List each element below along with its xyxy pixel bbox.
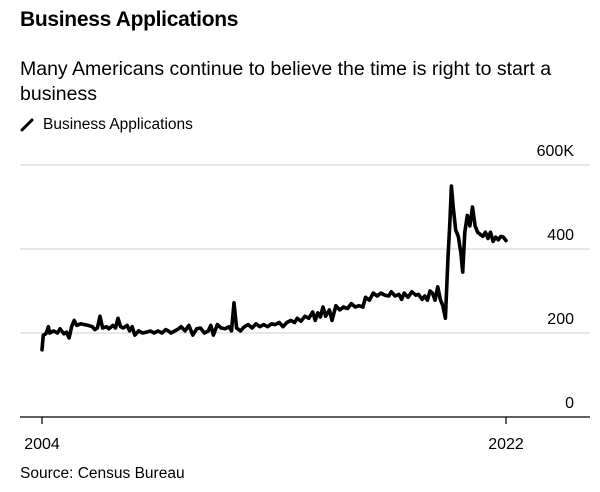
legend: Business Applications: [20, 116, 193, 134]
x-tick-label: 2004: [24, 436, 60, 453]
source-note: Source: Census Bureau: [20, 465, 185, 482]
chart-subtitle: Many Americans continue to believe the t…: [20, 58, 552, 105]
series-line-business-applications: [40, 184, 508, 352]
line-chart: 0 200 400 600K 2004 2022: [20, 143, 590, 453]
chart-title: Business Applications: [20, 8, 239, 31]
series-lines: [40, 184, 508, 352]
y-tick-label: 600K: [537, 143, 575, 160]
grid-lines: [20, 164, 590, 418]
legend-line-icon: [20, 118, 34, 132]
y-tick-label: 200: [547, 311, 574, 328]
y-axis-tick-labels: 0 200 400 600K: [537, 143, 575, 412]
x-axis: 2004 2022: [24, 417, 524, 453]
y-tick-label: 0: [565, 395, 574, 412]
y-tick-label: 400: [547, 227, 574, 244]
legend-label: Business Applications: [43, 116, 193, 133]
x-tick-label: 2022: [488, 436, 524, 453]
